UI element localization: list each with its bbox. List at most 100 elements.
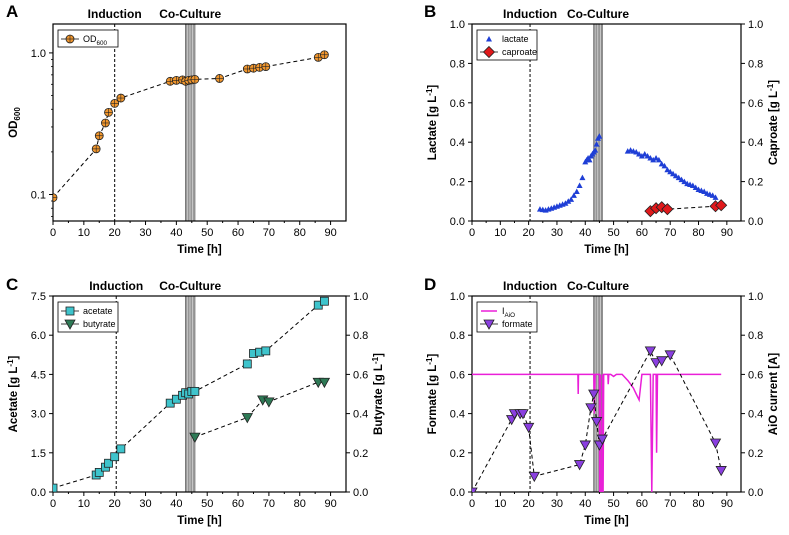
axes-frame	[52, 23, 347, 222]
series-IAiO-line	[472, 373, 722, 492]
y-axis-label: OD600	[8, 107, 22, 138]
x-tick-label: 30	[139, 498, 151, 510]
x-axis-label: Time [h]	[177, 244, 222, 256]
series-formate-point	[517, 409, 529, 420]
series-acetate-point	[116, 444, 126, 454]
y-right-tick-label: 1.0	[353, 291, 368, 303]
series-formate-point	[579, 440, 591, 451]
x-tick-label: 60	[636, 498, 648, 510]
series-lactate-point	[701, 188, 708, 194]
induction-label: Induction	[503, 7, 557, 21]
x-axis-label: Time [h]	[177, 515, 222, 527]
series-lactate-point	[658, 160, 665, 167]
series-lactate-point	[672, 172, 679, 179]
series-lactate-point	[689, 182, 696, 189]
series-lactate-point	[576, 182, 583, 189]
series-lactate-point	[568, 196, 575, 202]
coculture-label: Co-Culture	[567, 7, 629, 21]
x-tick-label: 90	[721, 498, 733, 510]
legend-box	[476, 301, 538, 333]
coculture-label: Co-Culture	[159, 7, 221, 21]
induction-label: Induction	[88, 7, 142, 21]
series-butyrate-point	[189, 432, 201, 443]
axes-frame	[471, 23, 742, 222]
series-lactate-point	[592, 147, 599, 153]
axes-frame	[471, 295, 742, 493]
y-tick-label: 0.2	[450, 177, 465, 189]
y-right-tick-label: 0.8	[748, 58, 763, 70]
series-lactate-point	[653, 154, 660, 161]
y-right-tick-label: 0.6	[748, 369, 763, 381]
series-acetate-point	[261, 346, 271, 356]
legend-label: IAiO	[502, 306, 515, 319]
series-acetate-point	[104, 458, 113, 468]
series-lactate-point	[650, 156, 657, 163]
x-tick-label: 60	[232, 227, 244, 239]
y-tick-label: 1.0	[450, 19, 465, 31]
series-acetate-point	[190, 386, 200, 396]
x-tick-label: 80	[692, 498, 704, 510]
series-acetate-point	[94, 467, 104, 477]
x-tick-label: 40	[170, 498, 182, 510]
panel-letter: B	[424, 2, 436, 21]
x-axis-label: Time [h]	[584, 515, 629, 527]
series-lactate-point	[593, 141, 600, 147]
legend-label: butyrate	[83, 319, 116, 329]
series-lactate-point	[681, 178, 688, 185]
y-tick-label: 0.8	[450, 330, 465, 342]
y-tick-label: 7.5	[31, 291, 46, 303]
x-tick-label: 70	[664, 227, 676, 239]
x-tick-label: 80	[294, 227, 306, 239]
x-tick-label: 0	[50, 498, 56, 510]
y-right-axis-label: AiO current [A]	[768, 353, 780, 436]
x-tick-label: 10	[494, 498, 506, 510]
y-right-tick-label: 0.0	[353, 487, 368, 499]
x-axis-label: Time [h]	[584, 244, 629, 256]
series-lactate-point	[565, 198, 572, 204]
induction-label: Induction	[503, 279, 557, 293]
panel-letter: C	[6, 275, 18, 294]
series-lactate-point	[675, 174, 682, 181]
y-right-tick-label: 0.2	[748, 448, 763, 460]
series-lactate-point	[692, 184, 699, 191]
panel-B: Induction Co-Culture 0 10 20 30 40 50 60 70 80 90 Ti…	[424, 2, 780, 256]
y-right-tick-label: 0.0	[748, 216, 763, 228]
y-right-tick-label: 0.0	[748, 487, 763, 499]
y-right-tick-label: 0.6	[353, 369, 368, 381]
panel-A: Induction Co-Culture 0 10 20 30 40 50 60 70 80 90 Ti…	[6, 2, 347, 256]
legend-marker	[483, 319, 495, 330]
series-lactate-point	[596, 133, 603, 139]
legend-marker	[486, 36, 492, 42]
panel-D: Induction Co-Culture 0 10 20 30 40 50 60 70 80 90 Ti…	[424, 275, 780, 527]
series-lactate-point	[670, 170, 677, 177]
x-tick-label: 50	[201, 498, 213, 510]
legend: acetate butyrate	[57, 301, 119, 333]
x-tick-label: 40	[170, 227, 182, 239]
legend-marker	[64, 319, 76, 330]
y-tick-label: 0.8	[450, 58, 465, 70]
y-right-tick-label: 0.8	[353, 330, 368, 342]
y-right-tick-label: 1.0	[748, 19, 763, 31]
y-right-tick-label: 0.4	[748, 137, 763, 149]
coculture-label: Co-Culture	[159, 279, 221, 293]
x-tick-label: 20	[109, 227, 121, 239]
plot-area	[536, 133, 728, 218]
series-formate-point	[585, 403, 597, 414]
x-tick-label: 80	[692, 227, 704, 239]
x-tick-label: 30	[551, 227, 563, 239]
x-tick-label: 10	[78, 227, 90, 239]
x-tick-label: 90	[721, 227, 733, 239]
panel-letter: D	[424, 275, 436, 294]
series-acetate-point	[320, 296, 329, 306]
series-formate-point	[650, 358, 662, 369]
legend-label: lactate	[502, 34, 529, 44]
y-axis-label: Formate [g L-1]	[425, 354, 439, 435]
x-tick-label: 20	[523, 227, 535, 239]
legend-marker	[482, 45, 496, 59]
y-tick-label: 0.4	[450, 409, 465, 421]
plot-area	[53, 50, 329, 203]
y-right-tick-label: 1.0	[748, 291, 763, 303]
series-acetate-point	[53, 483, 58, 492]
series-caproate-point	[715, 199, 728, 212]
x-tick-label: 50	[201, 227, 213, 239]
